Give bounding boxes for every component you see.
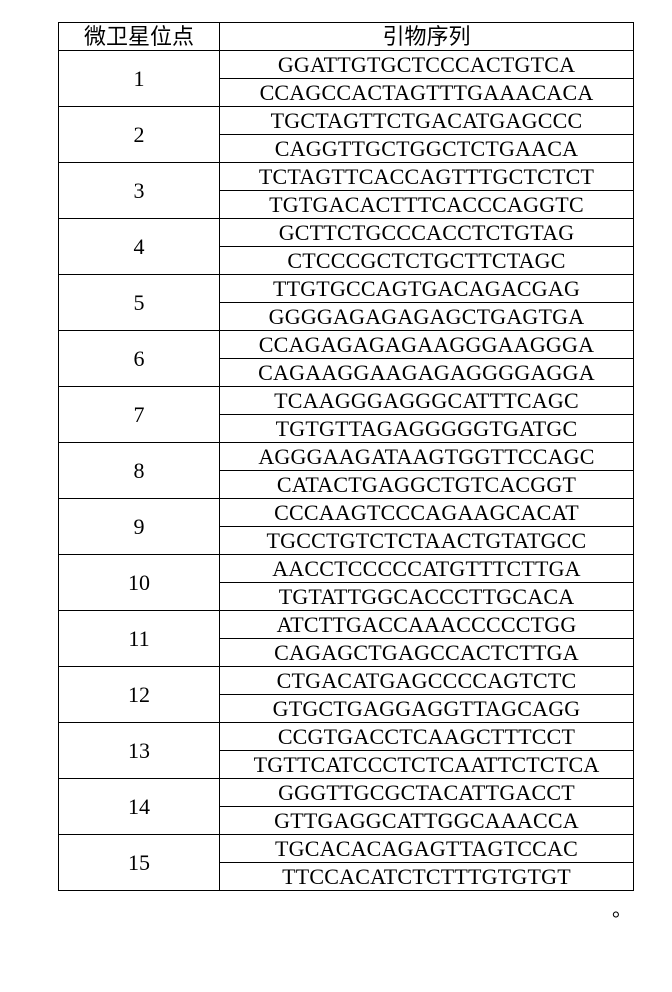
- locus-cell: 6: [59, 331, 220, 387]
- forward-primer-cell: GGGTTGCGCTACATTGACCT: [220, 779, 634, 807]
- locus-cell: 4: [59, 219, 220, 275]
- reverse-primer-cell: CAGAAGGAAGAGAGGGGAGGA: [220, 359, 634, 387]
- table-row: 1GGATTGTGCTCCCACTGTCA: [59, 51, 634, 79]
- locus-cell: 15: [59, 835, 220, 891]
- locus-cell: 10: [59, 555, 220, 611]
- reverse-primer-cell: CAGGTTGCTGGCTCTGAACA: [220, 135, 634, 163]
- locus-cell: 12: [59, 667, 220, 723]
- table-row: 4GCTTCTGCCCACCTCTGTAG: [59, 219, 634, 247]
- locus-cell: 3: [59, 163, 220, 219]
- table-header-row: 微卫星位点 引物序列: [59, 23, 634, 51]
- forward-primer-cell: CTGACATGAGCCCCAGTCTC: [220, 667, 634, 695]
- table-row: 11ATCTTGACCAAACCCCCTGG: [59, 611, 634, 639]
- reverse-primer-cell: CTCCCGCTCTGCTTCTAGC: [220, 247, 634, 275]
- forward-primer-cell: ATCTTGACCAAACCCCCTGG: [220, 611, 634, 639]
- reverse-primer-cell: TGTTCATCCCTCTCAATTCTCTCA: [220, 751, 634, 779]
- reverse-primer-cell: GTGCTGAGGAGGTTAGCAGG: [220, 695, 634, 723]
- reverse-primer-cell: CCAGCCACTAGTTTGAAACACA: [220, 79, 634, 107]
- forward-primer-cell: TGCTAGTTCTGACATGAGCCC: [220, 107, 634, 135]
- locus-cell: 2: [59, 107, 220, 163]
- locus-cell: 7: [59, 387, 220, 443]
- locus-cell: 8: [59, 443, 220, 499]
- reverse-primer-cell: GTTGAGGCATTGGCAAACCA: [220, 807, 634, 835]
- trailing-period: 。: [58, 891, 634, 922]
- table-row: 6CCAGAGAGAGAAGGGAAGGGA: [59, 331, 634, 359]
- reverse-primer-cell: TGTGTTAGAGGGGGTGATGC: [220, 415, 634, 443]
- forward-primer-cell: AGGGAAGATAAGTGGTTCCAGC: [220, 443, 634, 471]
- table-row: 7TCAAGGGAGGGCATTTCAGC: [59, 387, 634, 415]
- locus-cell: 13: [59, 723, 220, 779]
- reverse-primer-cell: CAGAGCTGAGCCACTCTTGA: [220, 639, 634, 667]
- forward-primer-cell: CCAGAGAGAGAAGGGAAGGGA: [220, 331, 634, 359]
- locus-cell: 1: [59, 51, 220, 107]
- forward-primer-cell: GCTTCTGCCCACCTCTGTAG: [220, 219, 634, 247]
- locus-cell: 9: [59, 499, 220, 555]
- primer-table: 微卫星位点 引物序列 1GGATTGTGCTCCCACTGTCACCAGCCAC…: [58, 22, 634, 891]
- forward-primer-cell: TCTAGTTCACCAGTTTGCTCTCT: [220, 163, 634, 191]
- table-row: 12CTGACATGAGCCCCAGTCTC: [59, 667, 634, 695]
- locus-cell: 5: [59, 275, 220, 331]
- table-row: 3TCTAGTTCACCAGTTTGCTCTCT: [59, 163, 634, 191]
- table-row: 10AACCTCCCCCATGTTTCTTGA: [59, 555, 634, 583]
- reverse-primer-cell: TTCCACATCTCTTTGTGTGT: [220, 863, 634, 891]
- locus-cell: 11: [59, 611, 220, 667]
- forward-primer-cell: TGCACACAGAGTTAGTCCAC: [220, 835, 634, 863]
- reverse-primer-cell: TGTATTGGCACCCTTGCACA: [220, 583, 634, 611]
- forward-primer-cell: TTGTGCCAGTGACAGACGAG: [220, 275, 634, 303]
- forward-primer-cell: CCCAAGTCCCAGAAGCACAT: [220, 499, 634, 527]
- locus-cell: 14: [59, 779, 220, 835]
- forward-primer-cell: GGATTGTGCTCCCACTGTCA: [220, 51, 634, 79]
- reverse-primer-cell: GGGGAGAGAGAGCTGAGTGA: [220, 303, 634, 331]
- table-row: 8AGGGAAGATAAGTGGTTCCAGC: [59, 443, 634, 471]
- reverse-primer-cell: TGCCTGTCTCTAACTGTATGCC: [220, 527, 634, 555]
- forward-primer-cell: CCGTGACCTCAAGCTTTCCT: [220, 723, 634, 751]
- forward-primer-cell: AACCTCCCCCATGTTTCTTGA: [220, 555, 634, 583]
- header-sequence: 引物序列: [220, 23, 634, 51]
- header-locus: 微卫星位点: [59, 23, 220, 51]
- reverse-primer-cell: TGTGACACTTTCACCCAGGTC: [220, 191, 634, 219]
- table-row: 9CCCAAGTCCCAGAAGCACAT: [59, 499, 634, 527]
- table-row: 15TGCACACAGAGTTAGTCCAC: [59, 835, 634, 863]
- table-row: 13CCGTGACCTCAAGCTTTCCT: [59, 723, 634, 751]
- table-row: 14GGGTTGCGCTACATTGACCT: [59, 779, 634, 807]
- forward-primer-cell: TCAAGGGAGGGCATTTCAGC: [220, 387, 634, 415]
- table-row: 5TTGTGCCAGTGACAGACGAG: [59, 275, 634, 303]
- reverse-primer-cell: CATACTGAGGCTGTCACGGT: [220, 471, 634, 499]
- table-row: 2TGCTAGTTCTGACATGAGCCC: [59, 107, 634, 135]
